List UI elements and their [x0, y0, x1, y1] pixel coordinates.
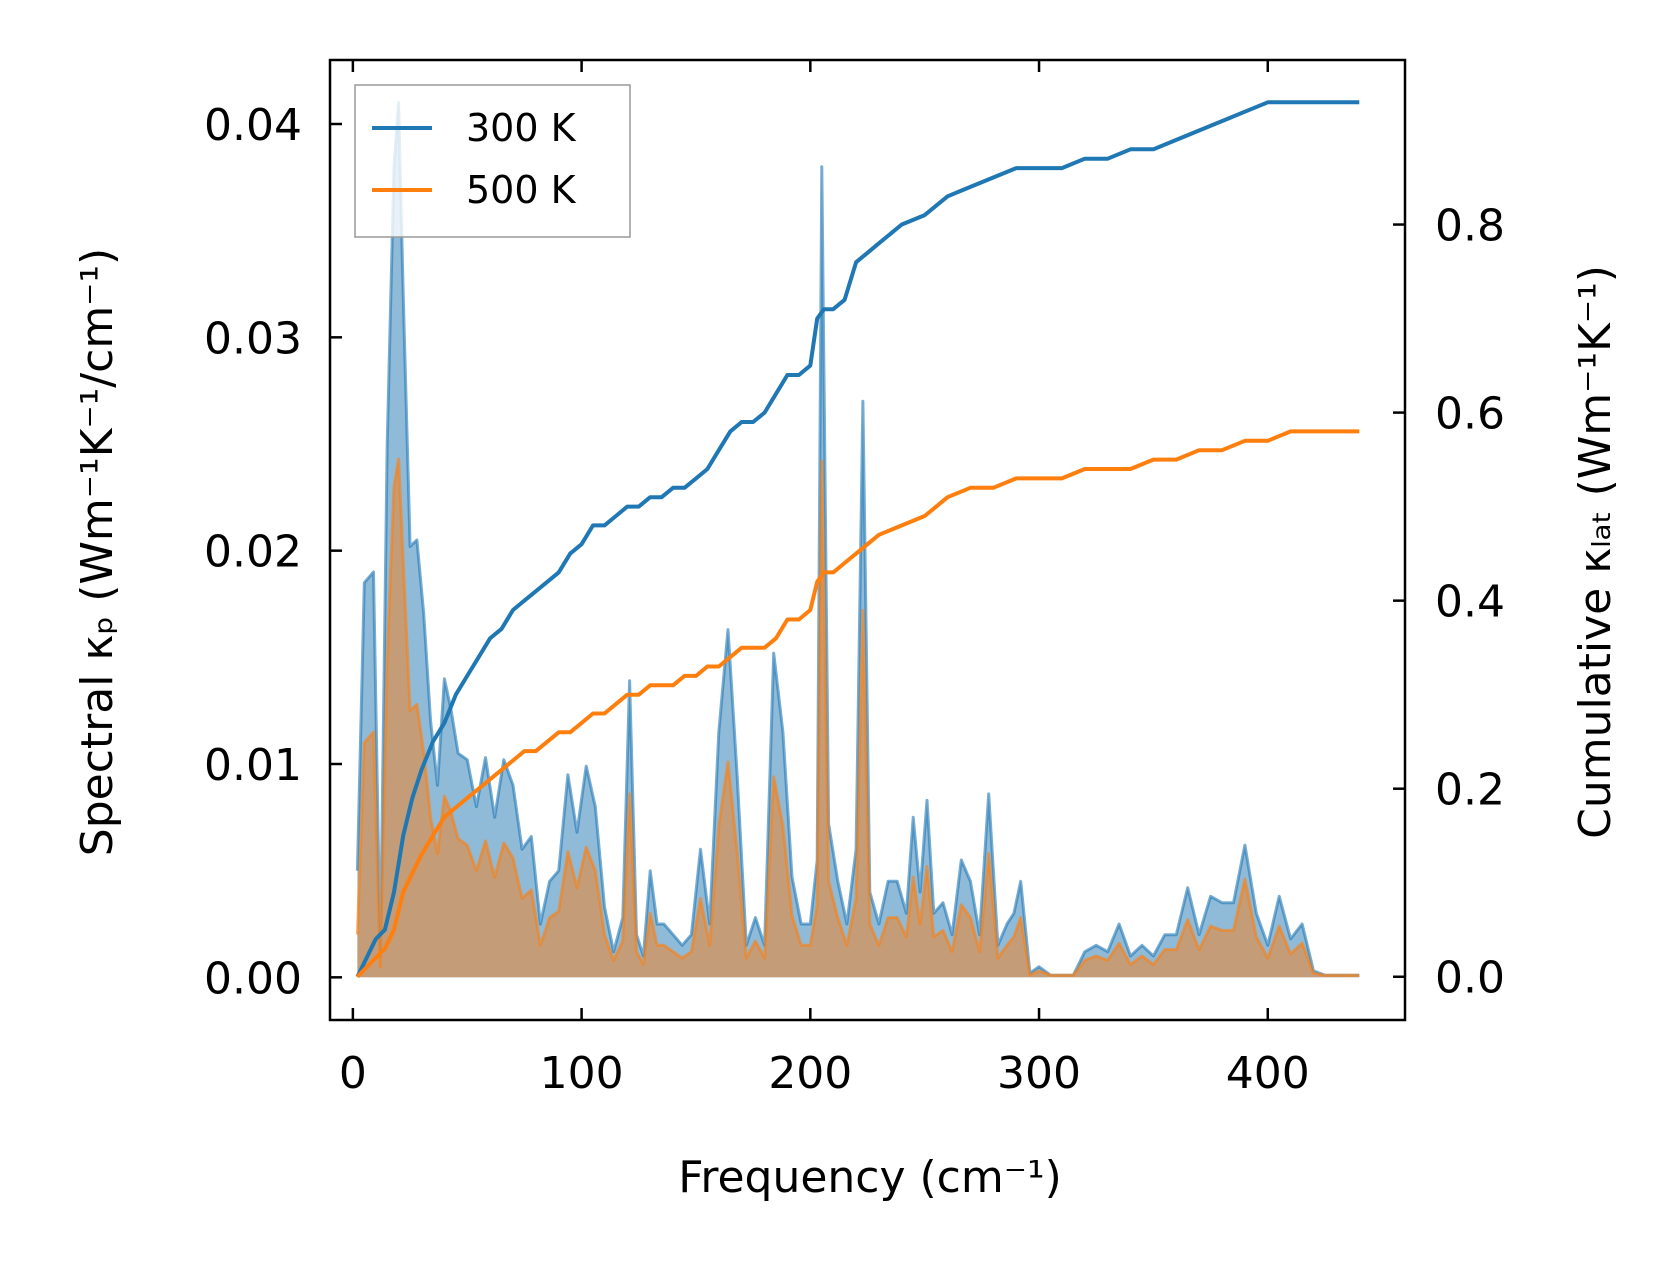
y-left-tick-label: 0.01 — [204, 740, 302, 791]
line-layer — [355, 100, 1360, 979]
x-tick-label: 0 — [339, 1048, 367, 1099]
legend-label-500k: 500 K — [466, 168, 577, 212]
y-left-tick-label: 0.00 — [204, 953, 302, 1004]
spectral-line-300k — [355, 101, 1360, 977]
tick-layer: 0 100 200 300 400 0.00 0.01 0.02 0.03 0.04 0.0 0.2 0… — [204, 60, 1505, 1099]
y-right-tick-label: 0.6 — [1435, 389, 1505, 440]
x-axis-title: Frequency (cm⁻¹) — [678, 1152, 1062, 1203]
x-tick-label: 300 — [997, 1048, 1081, 1099]
y-right-tick-label: 0.4 — [1435, 577, 1505, 628]
legend: 300 K 500 K — [354, 84, 631, 238]
spectral-line-500k — [355, 457, 1360, 977]
legend-label-300k: 300 K — [466, 106, 577, 150]
cumulative-line-300k — [355, 100, 1360, 978]
y-left-tick-label: 0.04 — [204, 100, 302, 151]
y-left-tick-label: 0.02 — [204, 527, 302, 578]
y-right-tick-label: 0.8 — [1435, 201, 1505, 252]
y-left-tick-label: 0.03 — [204, 313, 302, 364]
y-right-axis-title: Cumulative κₗₐₜ (Wm⁻¹K⁻¹) — [1570, 265, 1621, 839]
x-tick-label: 100 — [540, 1048, 624, 1099]
x-tick-label: 200 — [768, 1048, 852, 1099]
fill-layer — [355, 101, 1360, 978]
y-right-tick-label: 0.2 — [1435, 765, 1505, 816]
cumulative-line-500k — [355, 429, 1360, 979]
plot-frame — [328, 58, 1407, 1022]
y-left-axis-title: Spectral κₚ (Wm⁻¹K⁻¹/cm⁻¹) — [72, 248, 123, 856]
plot-area — [355, 100, 1360, 979]
legend-box — [354, 84, 631, 238]
y-right-tick-label: 0.0 — [1435, 953, 1505, 1004]
spectral-fill-500k — [357, 458, 1360, 978]
x-tick-label: 400 — [1226, 1048, 1310, 1099]
